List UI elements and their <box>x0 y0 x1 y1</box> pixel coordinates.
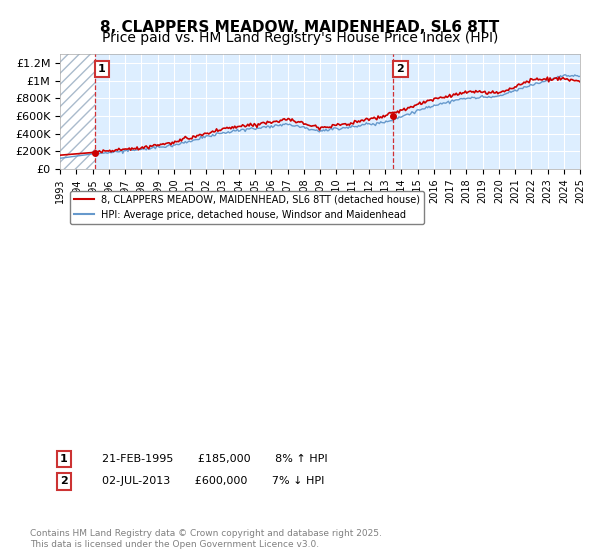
Text: Contains HM Land Registry data © Crown copyright and database right 2025.
This d: Contains HM Land Registry data © Crown c… <box>30 529 382 549</box>
Text: Price paid vs. HM Land Registry's House Price Index (HPI): Price paid vs. HM Land Registry's House … <box>102 31 498 45</box>
Text: 2: 2 <box>60 477 68 487</box>
Legend: 8, CLAPPERS MEADOW, MAIDENHEAD, SL6 8TT (detached house), HPI: Average price, de: 8, CLAPPERS MEADOW, MAIDENHEAD, SL6 8TT … <box>70 191 424 223</box>
Bar <box>60 54 95 169</box>
Text: 8, CLAPPERS MEADOW, MAIDENHEAD, SL6 8TT: 8, CLAPPERS MEADOW, MAIDENHEAD, SL6 8TT <box>100 20 500 35</box>
Text: 1: 1 <box>60 454 68 464</box>
Text: 21-FEB-1995       £185,000       8% ↑ HPI: 21-FEB-1995 £185,000 8% ↑ HPI <box>102 454 328 464</box>
Text: 1: 1 <box>98 64 106 74</box>
Text: 02-JUL-2013       £600,000       7% ↓ HPI: 02-JUL-2013 £600,000 7% ↓ HPI <box>102 477 325 487</box>
Text: 2: 2 <box>397 64 404 74</box>
